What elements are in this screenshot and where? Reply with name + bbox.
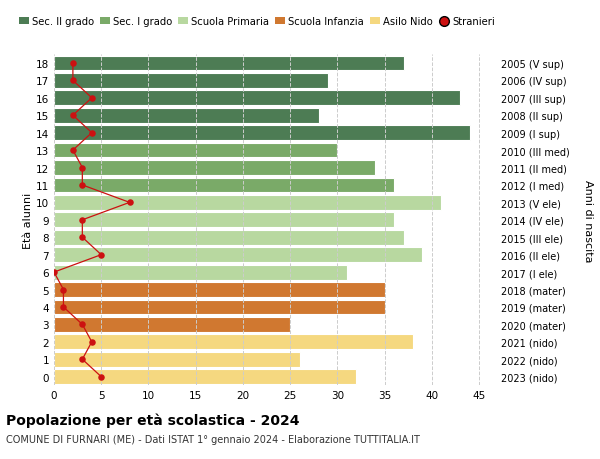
Bar xyxy=(54,300,385,315)
Bar xyxy=(54,282,385,297)
Point xyxy=(77,321,87,328)
Point xyxy=(68,78,77,85)
Bar xyxy=(54,265,347,280)
Point xyxy=(68,112,77,120)
Bar xyxy=(54,369,356,384)
Point xyxy=(77,234,87,241)
Text: Popolazione per età scolastica - 2024: Popolazione per età scolastica - 2024 xyxy=(6,413,299,428)
Point xyxy=(77,182,87,189)
Bar xyxy=(54,352,299,367)
Text: COMUNE DI FURNARI (ME) - Dati ISTAT 1° gennaio 2024 - Elaborazione TUTTITALIA.IT: COMUNE DI FURNARI (ME) - Dati ISTAT 1° g… xyxy=(6,434,420,444)
Bar xyxy=(54,126,470,141)
Legend: Sec. II grado, Sec. I grado, Scuola Primaria, Scuola Infanzia, Asilo Nido, Stran: Sec. II grado, Sec. I grado, Scuola Prim… xyxy=(19,17,494,27)
Bar xyxy=(54,317,290,332)
Point xyxy=(49,269,59,276)
Point xyxy=(87,338,97,346)
Bar xyxy=(54,196,442,210)
Bar xyxy=(54,74,328,89)
Point xyxy=(59,303,68,311)
Point xyxy=(68,60,77,67)
Bar xyxy=(54,143,337,158)
Bar xyxy=(54,109,319,123)
Point xyxy=(97,252,106,259)
Point xyxy=(97,373,106,381)
Bar xyxy=(54,161,375,175)
Point xyxy=(59,286,68,294)
Point xyxy=(77,217,87,224)
Bar xyxy=(54,213,394,228)
Y-axis label: Anni di nascita: Anni di nascita xyxy=(583,179,593,262)
Bar xyxy=(54,230,404,245)
Point xyxy=(87,95,97,102)
Bar xyxy=(54,91,460,106)
Point xyxy=(125,199,134,207)
Point xyxy=(68,147,77,154)
Y-axis label: Età alunni: Età alunni xyxy=(23,192,33,248)
Point xyxy=(77,356,87,363)
Bar xyxy=(54,56,404,71)
Bar xyxy=(54,248,422,263)
Bar xyxy=(54,335,413,349)
Bar xyxy=(54,178,394,193)
Point xyxy=(77,164,87,172)
Point xyxy=(87,130,97,137)
